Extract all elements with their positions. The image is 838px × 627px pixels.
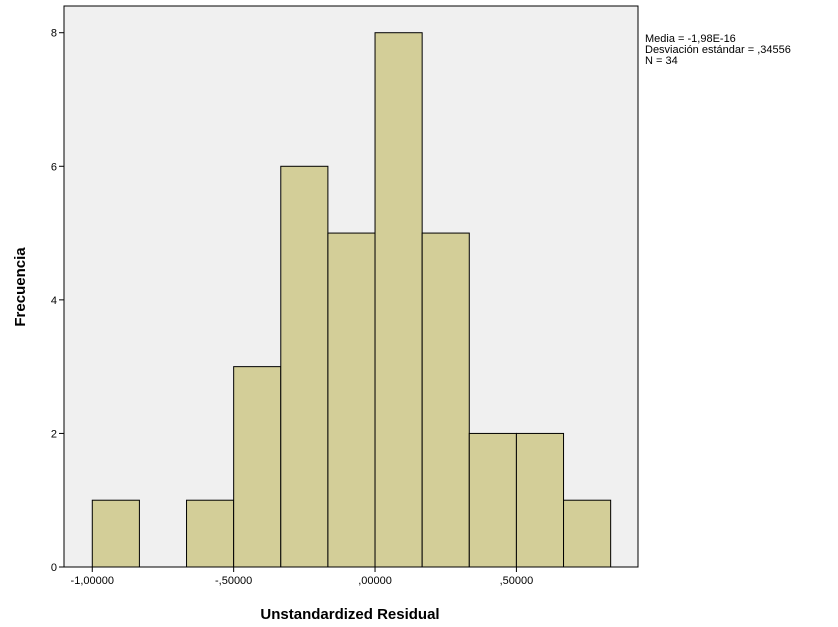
y-tick-label-4: 8 bbox=[51, 28, 57, 40]
histogram-bar-4 bbox=[280, 165, 329, 568]
x-axis: -1,00000 -,50000 ,00000 ,50000 bbox=[71, 567, 534, 587]
histogram-bar-3 bbox=[233, 366, 282, 568]
stat-n: N = 34 bbox=[645, 55, 678, 67]
y-tick-label-2: 4 bbox=[51, 295, 57, 307]
histogram-bar-9 bbox=[515, 432, 565, 568]
stat-std: Desviación estándar = ,34556 bbox=[645, 44, 791, 56]
histogram-bar-7 bbox=[421, 232, 470, 568]
y-axis: 0 2 4 6 8 bbox=[51, 28, 64, 574]
y-tick-label-0: 0 bbox=[51, 562, 57, 574]
stats-box: Media = -1,98E-16 Desviación estándar = … bbox=[645, 33, 791, 67]
x-tick-label-0: -1,00000 bbox=[71, 575, 114, 587]
x-tick-label-2: ,00000 bbox=[358, 575, 392, 587]
x-tick-label-1: -,50000 bbox=[215, 575, 252, 587]
histogram-bar-0 bbox=[91, 499, 140, 568]
histogram-bar-8 bbox=[468, 432, 517, 568]
histogram-bar-2 bbox=[186, 499, 235, 568]
histogram-bar-5 bbox=[327, 232, 376, 568]
histogram-bar-10 bbox=[563, 499, 612, 568]
y-tick-label-1: 2 bbox=[51, 428, 57, 440]
y-tick-label-3: 6 bbox=[51, 161, 57, 173]
x-axis-title: Unstandardized Residual bbox=[260, 606, 439, 623]
stat-mean: Media = -1,98E-16 bbox=[645, 33, 736, 45]
histogram-bar-6 bbox=[374, 32, 423, 568]
bars-layer bbox=[91, 32, 612, 568]
y-axis-title: Frecuencia bbox=[12, 247, 29, 327]
x-tick-label-3: ,50000 bbox=[500, 575, 534, 587]
